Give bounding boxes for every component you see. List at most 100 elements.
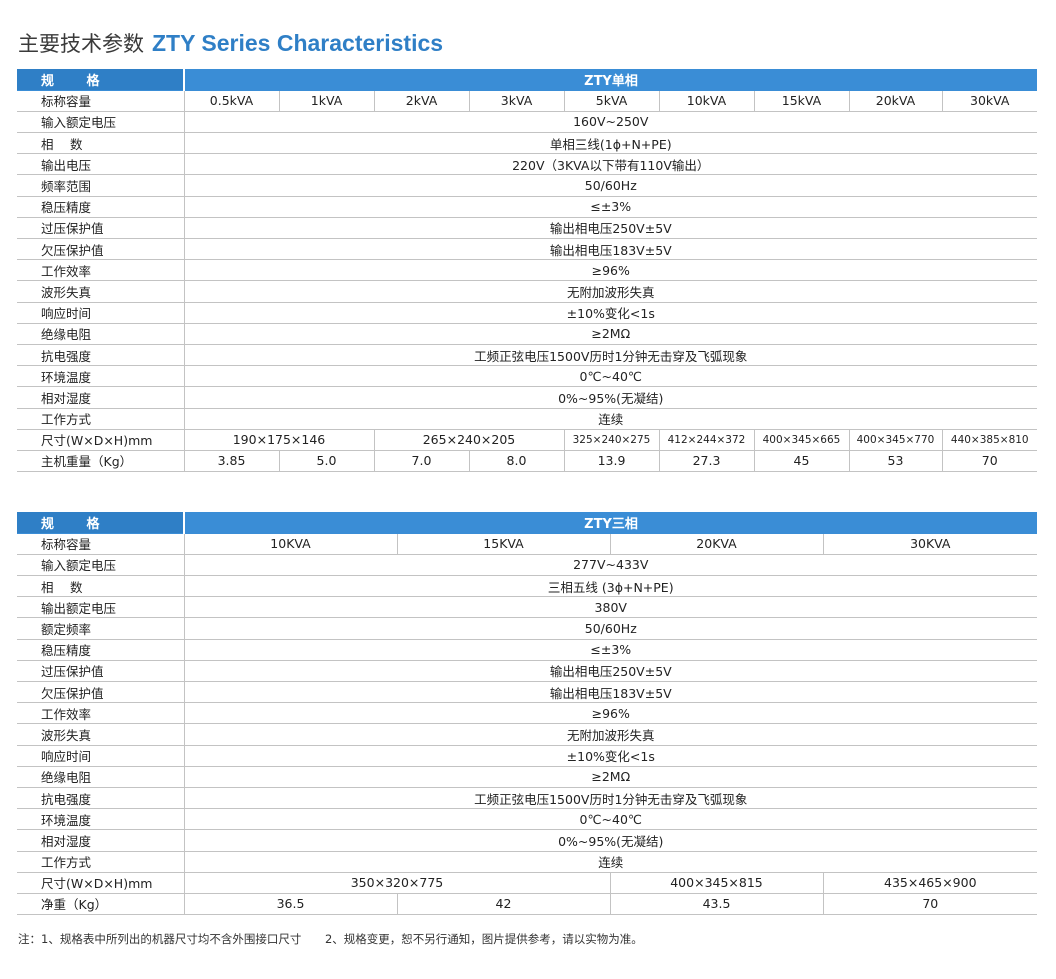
spec-row: 频率范围 50/60Hz [17, 174, 1038, 197]
footnote-2: 2、规格变更，恕不另行通知，图片提供参考，请以实物为准。 [324, 932, 643, 946]
spec-row: 输出额定电压 380V [17, 596, 1038, 619]
footnote: 注：1、规格表中所列出的机器尺寸均不含外围接口尺寸 2、规格变更，恕不另行通知，… [18, 931, 643, 947]
row-label: 输入额定电压 [17, 111, 184, 134]
spec-row: 抗电强度 工频正弦电压1500V历时1分钟无击穿及飞弧现象 [17, 787, 1038, 810]
row-label: 过压保护值 [17, 217, 184, 240]
size-row: 尺寸(W×D×H)mm 350×320×775 400×345×815 435×… [17, 872, 1038, 894]
row-label: 相对湿度 [17, 829, 184, 852]
row-label: 频率范围 [17, 174, 184, 197]
weight-cell: 3.85 [183, 450, 279, 473]
capacity-cell: 10kVA [658, 90, 754, 112]
capacity-cell: 15KVA [396, 533, 610, 555]
capacity-row: 标称容量 10KVA 15KVA 20KVA 30KVA [17, 533, 1038, 555]
row-value: 380V [183, 596, 1038, 619]
spec-row: 额定频率 50/60Hz [17, 617, 1038, 640]
spec-row: 波形失真 无附加波形失真 [17, 280, 1038, 303]
row-value: ≥96% [183, 259, 1038, 282]
row-label: 相 数 [17, 575, 184, 598]
row-label: 波形失真 [17, 280, 184, 303]
row-value: 277V~433V [183, 554, 1038, 577]
row-label: 输入额定电压 [17, 554, 184, 577]
title-cn: 主要技术参数 [18, 32, 144, 56]
row-value: 无附加波形失真 [183, 723, 1038, 746]
row-label: 相 数 [17, 132, 184, 155]
row-value: 0%~95%(无凝结) [183, 829, 1038, 852]
weight-cell: 43.5 [609, 893, 823, 916]
row-label: 波形失真 [17, 723, 184, 746]
row-value: 连续 [183, 408, 1038, 430]
row-value: 220V（3KVA以下带有110V输出） [183, 153, 1038, 176]
table-header-row: 规 格 ZTY三相 [17, 512, 1038, 534]
table-title: ZTY三相 [182, 512, 1038, 534]
weight-cell: 42 [396, 893, 610, 916]
row-label: 欠压保护值 [17, 238, 184, 261]
row-label: 欠压保护值 [17, 681, 184, 704]
capacity-row: 标称容量 0.5kVA 1kVA 2kVA 3kVA 5kVA 10kVA 15… [17, 90, 1038, 112]
weight-cell: 27.3 [658, 450, 754, 473]
capacity-cell: 15kVA [753, 90, 849, 112]
row-label: 尺寸(W×D×H)mm [17, 872, 184, 894]
title-en: ZTY Series Characteristics [152, 30, 444, 56]
row-label: 输出额定电压 [17, 596, 184, 619]
weight-row: 主机重量（Kg） 3.85 5.0 7.0 8.0 13.9 27.3 45 5… [17, 450, 1038, 473]
page-title: 主要技术参数 ZTY Series Characteristics [18, 28, 443, 62]
row-value: ≥2MΩ [183, 766, 1038, 788]
spec-row: 稳压精度 ≤±3% [17, 639, 1038, 661]
weight-cell: 53 [848, 450, 942, 473]
capacity-cell: 1kVA [278, 90, 374, 112]
weight-cell: 36.5 [183, 893, 397, 916]
row-value: ≤±3% [183, 196, 1038, 218]
spec-row: 相对湿度 0%~95%(无凝结) [17, 386, 1038, 409]
row-label: 过压保护值 [17, 660, 184, 683]
footnote-1: 注：1、规格表中所列出的机器尺寸均不含外围接口尺寸 [18, 932, 302, 946]
row-value: 工频正弦电压1500V历时1分钟无击穿及飞弧现象 [183, 344, 1038, 367]
row-value: 单相三线(1ϕ+N+PE) [183, 132, 1038, 155]
spec-row: 工作效率 ≥96% [17, 702, 1038, 725]
row-label: 抗电强度 [17, 344, 184, 367]
row-value: 0℃~40℃ [183, 808, 1038, 831]
spec-row: 过压保护值 输出相电压250V±5V [17, 660, 1038, 683]
capacity-cell: 0.5kVA [183, 90, 279, 112]
row-value: 50/60Hz [183, 174, 1038, 197]
row-value: 无附加波形失真 [183, 280, 1038, 303]
row-label: 主机重量（Kg） [17, 450, 184, 473]
row-value: ±10%变化<1s [183, 745, 1038, 767]
row-label: 标称容量 [17, 90, 184, 112]
row-label: 绝缘电阻 [17, 323, 184, 345]
row-label: 响应时间 [17, 302, 184, 324]
weight-cell: 5.0 [278, 450, 374, 473]
spec-header-label: 规 格 [17, 512, 184, 534]
row-value: 连续 [183, 851, 1038, 873]
row-label: 工作方式 [17, 851, 184, 873]
spec-row: 相 数单相三线(1ϕ+N+PE) [17, 132, 1038, 155]
row-value: 输出相电压250V±5V [183, 217, 1038, 240]
row-value: 输出相电压183V±5V [183, 238, 1038, 261]
row-value: ±10%变化<1s [183, 302, 1038, 324]
size-cell: 265×240×205 [373, 429, 564, 451]
table-title: ZTY单相 [182, 69, 1038, 91]
three-phase-spec-table: 规 格 ZTY三相 标称容量 10KVA 15KVA 20KVA 30KVA 输… [17, 512, 1038, 916]
spec-row: 绝缘电阻 ≥2MΩ [17, 766, 1038, 788]
table-header-row: 规 格 ZTY单相 [17, 69, 1038, 91]
capacity-cell: 30kVA [941, 90, 1038, 112]
size-cell: 350×320×775 [183, 872, 610, 894]
weight-cell: 7.0 [373, 450, 469, 473]
row-label: 相对湿度 [17, 386, 184, 409]
size-cell: 412×244×372 [658, 429, 754, 451]
row-value: 输出相电压183V±5V [183, 681, 1038, 704]
row-label: 抗电强度 [17, 787, 184, 810]
row-label: 尺寸(W×D×H)mm [17, 429, 184, 451]
capacity-cell: 20KVA [609, 533, 823, 555]
size-cell: 325×240×275 [563, 429, 659, 451]
capacity-cell: 30KVA [822, 533, 1038, 555]
row-label: 稳压精度 [17, 196, 184, 218]
spec-row: 欠压保护值 输出相电压183V±5V [17, 238, 1038, 261]
row-value: 输出相电压250V±5V [183, 660, 1038, 683]
size-cell: 400×345×770 [848, 429, 942, 451]
spec-row: 环境温度 0℃~40℃ [17, 365, 1038, 388]
capacity-cell: 20kVA [848, 90, 942, 112]
row-value: 50/60Hz [183, 617, 1038, 640]
spec-row: 相对湿度 0%~95%(无凝结) [17, 829, 1038, 852]
row-value: ≤±3% [183, 639, 1038, 661]
row-label: 工作方式 [17, 408, 184, 430]
